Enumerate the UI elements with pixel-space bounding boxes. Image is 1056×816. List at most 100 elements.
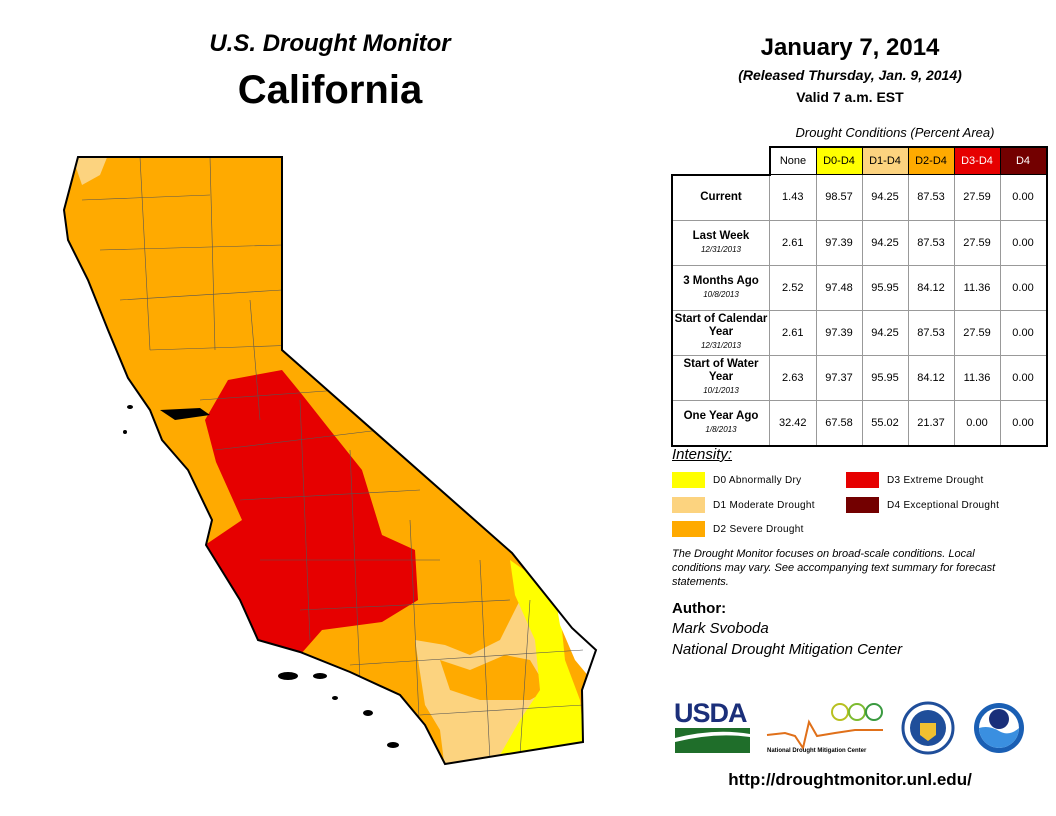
commerce-seal-icon [901,701,955,755]
legend-d3: D3 Extreme Drought [846,472,984,488]
table-row: One Year Ago 1/8/2013 32.42 67.58 55.02 21.37… [671,399,1048,447]
header-blank [672,147,770,176]
map-date: January 7, 2014 [760,34,940,61]
table-cell: 87.53 [907,309,955,356]
table-cell: 0.00 [999,354,1048,401]
table-cell: 32.42 [769,399,817,447]
table-cell: 0.00 [999,309,1048,356]
table-cell: 27.59 [953,219,1001,266]
table-cell: 0.00 [999,219,1048,266]
table-cell: 11.36 [953,264,1001,311]
table-row: 3 Months Ago 10/8/2013 2.52 97.48 95.95 84.12… [671,264,1048,311]
row-label: Last Week 12/31/2013 [671,219,770,266]
table-cell: 67.58 [815,399,863,447]
row-date: 12/31/2013 [700,341,742,350]
row-label-text: Start of Water Year [683,358,759,383]
legend-title: Intensity: [672,446,733,463]
d1-area-north [70,157,110,185]
table-cell: 94.25 [861,219,909,266]
disclaimer-note: The Drought Monitor focuses on broad-sca… [672,548,996,588]
row-date: 10/8/2013 [703,289,739,299]
table-cell: 84.12 [907,354,955,401]
table-cell: 55.02 [861,399,909,447]
table-row: Start of Calendar Year 12/31/2013 2.61 97.3… [671,309,1048,356]
table-cell: 2.61 [769,309,817,356]
table-row: Start of Water Year 10/1/2013 2.63 97.37 95.… [671,354,1048,401]
legend-swatch [672,497,705,513]
san-francisco-bay [160,408,210,420]
table-cell: 97.48 [815,264,863,311]
table-cell: 27.59 [953,309,1001,356]
table-cell: 0.00 [999,399,1048,447]
table-cell: 98.57 [815,174,863,221]
row-date: 10/1/2013 [703,386,739,395]
legend-swatch [846,497,879,513]
table-row: Current 1.43 98.57 94.25 87.53 27.59 0.00 [671,174,1048,221]
table-cell: 97.37 [815,354,863,401]
row-label-text: Last Week [692,229,750,242]
usda-logo: USDA [674,698,748,728]
row-date: 12/31/2013 [700,244,742,254]
table-cell: 2.63 [769,354,817,401]
table-row: Last Week 12/31/2013 2.61 97.39 94.25 87.53 27… [671,219,1048,266]
table-cell: 94.25 [861,174,909,221]
row-label-text: One Year Ago [683,409,759,422]
legend-swatch [672,472,705,488]
table-cell: 97.39 [815,219,863,266]
table-cell: 2.61 [769,219,817,266]
release-date: (Released Thursday, Jan. 9, 2014) [738,67,962,83]
author-name: Mark Svoboda [672,620,769,637]
row-label: Current [671,174,770,221]
table-cell: 2.52 [769,264,817,311]
table-cell: 0.00 [999,174,1048,221]
author-heading: Author: [672,600,727,617]
table-cell: 94.25 [861,309,909,356]
table-cell: 87.53 [907,174,955,221]
column-header-d1-d4: D1-D4 [861,146,909,175]
noaa-logo-icon [974,703,1024,753]
column-header-d4: D4 [999,146,1048,175]
d2-area-south-inner [440,655,548,700]
legend-swatch [846,472,879,488]
d3-extreme-area [205,370,418,655]
region-title: California [237,68,423,112]
row-label: Start of Water Year 10/1/2013 [671,354,770,401]
drought-conditions-table: None D0-D4 D1-D4 D2-D4 D3-D4 D4 Current 1.43 98… [671,146,1048,447]
table-cell: 84.12 [907,264,955,311]
table-cell: 0.00 [953,399,1001,447]
column-header-d3-d4: D3-D4 [953,146,1001,175]
channel-islands [123,405,399,748]
table-cell: 0.00 [999,264,1048,311]
legend-d1: D1 Moderate Drought [672,497,815,513]
usda-logo-swoosh [675,728,750,753]
table-cell: 1.43 [769,174,817,221]
svg-text:National Drought Mitigation Ce: National Drought Mitigation Center [767,748,867,754]
valid-time: Valid 7 a.m. EST [796,89,904,105]
author-org: National Drought Mitigation Center [672,641,903,658]
table-cell: 95.95 [861,264,909,311]
row-label: Start of Calendar Year 12/31/2013 [671,309,770,356]
website-link[interactable]: http://droughtmonitor.unl.edu/ [728,770,972,789]
legend-swatch [672,521,705,537]
column-header-none: None [768,146,817,175]
column-header-d2-d4: D2-D4 [907,146,955,175]
row-label: One Year Ago 1/8/2013 [671,399,770,447]
ndmc-logo: National Drought Mitigation Center [766,703,883,754]
legend-d4: D4 Exceptional Drought [846,497,999,513]
table-cell: 87.53 [907,219,955,266]
column-header-d0-d4: D0-D4 [815,146,863,175]
legend-d2: D2 Severe Drought [672,521,804,537]
map-title: U.S. Drought Monitor [209,30,451,57]
table-cell: 95.95 [861,354,909,401]
table-cell: 21.37 [907,399,955,447]
table-cell: 11.36 [953,354,1001,401]
row-label-text: 3 Months Ago [683,274,759,287]
row-label: 3 Months Ago 10/8/2013 [671,264,770,311]
legend-d0: D0 Abnormally Dry [672,472,801,488]
row-date: 1/8/2013 [705,424,737,434]
table-caption: Drought Conditions (Percent Area) [795,125,995,140]
county-lines [81,157,584,761]
table-cell: 97.39 [815,309,863,356]
california-drought-map [63,156,597,765]
